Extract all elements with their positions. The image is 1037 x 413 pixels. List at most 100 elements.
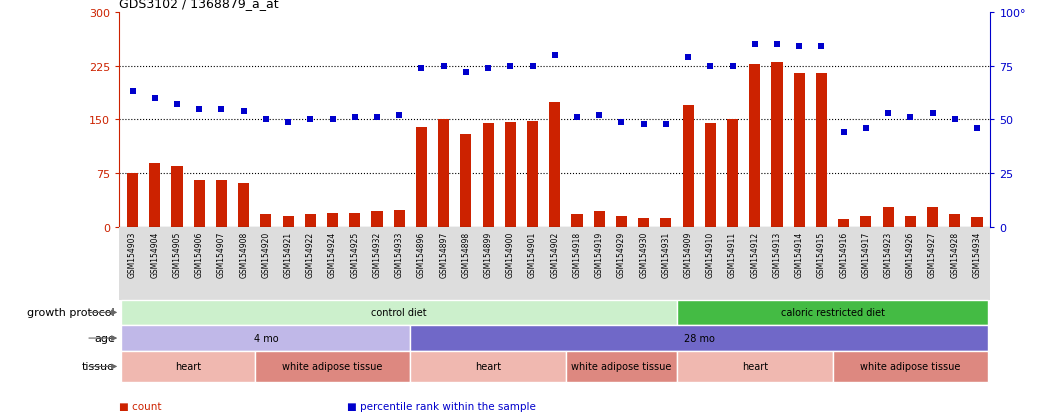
Point — [235, 108, 252, 115]
Text: GSM154912: GSM154912 — [751, 231, 759, 277]
Text: GSM154922: GSM154922 — [306, 231, 315, 277]
Point — [257, 117, 274, 123]
Bar — [482, 124, 494, 228]
Point — [346, 115, 363, 121]
Text: GSM154934: GSM154934 — [973, 231, 981, 278]
Text: GSM154904: GSM154904 — [150, 231, 160, 278]
Text: GSM154915: GSM154915 — [817, 231, 825, 277]
Text: GSM154926: GSM154926 — [906, 231, 915, 277]
Bar — [949, 215, 960, 228]
Text: GSM154929: GSM154929 — [617, 231, 626, 277]
Point — [613, 119, 629, 126]
Point — [280, 119, 297, 126]
Text: GSM154931: GSM154931 — [662, 231, 670, 277]
Point — [413, 65, 429, 72]
Bar — [460, 135, 472, 228]
Text: 28 mo: 28 mo — [683, 333, 714, 343]
Text: GSM154914: GSM154914 — [794, 231, 804, 277]
Bar — [616, 217, 627, 228]
Bar — [121, 325, 411, 351]
Bar — [793, 74, 805, 228]
Text: GSM154898: GSM154898 — [461, 231, 471, 277]
Point — [657, 121, 674, 128]
Bar — [371, 212, 383, 228]
Bar — [727, 120, 738, 228]
Point — [325, 117, 341, 123]
Text: heart: heart — [475, 361, 501, 372]
Bar — [282, 217, 293, 228]
Text: GSM154919: GSM154919 — [595, 231, 604, 277]
Point — [636, 121, 652, 128]
Point — [146, 95, 163, 102]
Text: GSM154900: GSM154900 — [506, 231, 514, 278]
Point — [768, 42, 785, 48]
Point — [879, 110, 896, 117]
Bar — [677, 351, 833, 382]
Bar — [121, 351, 255, 382]
Bar — [571, 215, 583, 228]
Bar — [550, 102, 560, 228]
Text: GSM154899: GSM154899 — [483, 231, 493, 277]
Text: GSM154927: GSM154927 — [928, 231, 937, 277]
Bar — [593, 212, 605, 228]
Bar — [239, 183, 249, 228]
Text: caloric restricted diet: caloric restricted diet — [781, 308, 885, 318]
Bar — [255, 351, 411, 382]
Bar — [816, 74, 828, 228]
Point — [457, 70, 474, 76]
Text: tissue: tissue — [82, 361, 115, 372]
Bar — [638, 218, 649, 228]
Bar — [194, 181, 205, 228]
Point — [568, 115, 585, 121]
Point — [525, 63, 541, 70]
Point — [169, 102, 186, 109]
Point — [969, 126, 985, 132]
Bar — [216, 181, 227, 228]
Point — [436, 63, 452, 70]
Bar — [327, 213, 338, 228]
Text: GSM154906: GSM154906 — [195, 231, 203, 278]
Text: GSM154920: GSM154920 — [261, 231, 271, 277]
Text: GSM154925: GSM154925 — [351, 231, 359, 277]
Text: 4 mo: 4 mo — [254, 333, 278, 343]
Text: GSM154908: GSM154908 — [240, 231, 248, 277]
Bar — [121, 300, 677, 325]
Point — [836, 130, 852, 136]
Text: ■ percentile rank within the sample: ■ percentile rank within the sample — [347, 401, 536, 411]
Text: GSM154910: GSM154910 — [706, 231, 714, 277]
Text: control diet: control diet — [371, 308, 427, 318]
Text: GSM154924: GSM154924 — [328, 231, 337, 277]
Text: GSM154917: GSM154917 — [862, 231, 870, 277]
Text: GSM154902: GSM154902 — [551, 231, 559, 277]
Bar — [677, 300, 988, 325]
Bar — [882, 207, 894, 228]
Text: GSM154907: GSM154907 — [217, 231, 226, 278]
Bar — [772, 63, 783, 228]
Text: white adipose tissue: white adipose tissue — [860, 361, 960, 372]
Text: white adipose tissue: white adipose tissue — [282, 361, 383, 372]
Point — [858, 126, 874, 132]
Bar — [705, 124, 716, 228]
Text: GDS3102 / 1368879_a_at: GDS3102 / 1368879_a_at — [119, 0, 279, 10]
Point — [369, 115, 386, 121]
Bar — [305, 215, 316, 228]
Bar — [416, 127, 427, 228]
Bar — [171, 167, 183, 228]
Bar — [260, 215, 272, 228]
Bar — [394, 210, 404, 228]
Bar — [749, 64, 760, 228]
Bar — [411, 325, 988, 351]
Text: ■ count: ■ count — [119, 401, 162, 411]
Point — [191, 106, 207, 113]
Bar — [411, 351, 566, 382]
Text: GSM154930: GSM154930 — [639, 231, 648, 278]
Text: white adipose tissue: white adipose tissue — [571, 361, 672, 372]
Text: GSM154932: GSM154932 — [372, 231, 382, 277]
Text: GSM154921: GSM154921 — [284, 231, 292, 277]
Text: growth protocol: growth protocol — [27, 308, 115, 318]
Point — [214, 106, 230, 113]
Point — [791, 44, 808, 50]
Bar — [972, 218, 982, 228]
Point — [813, 44, 830, 50]
Bar — [149, 163, 161, 228]
